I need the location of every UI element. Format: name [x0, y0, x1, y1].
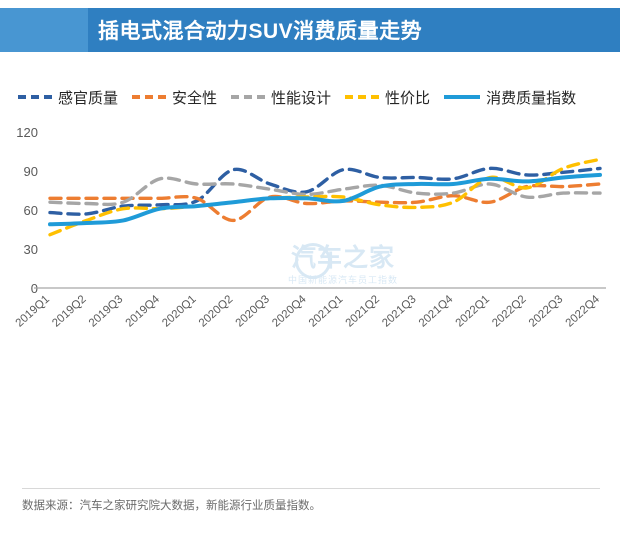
legend-label: 性能设计 [271, 89, 332, 107]
x-tick-label: 2019Q2 [50, 293, 88, 329]
chart-legend: 感官质量 安全性 性能设计 性价比 消费质量指数 [18, 80, 612, 114]
x-tick-label: 2019Q4 [124, 293, 163, 330]
x-tick-label: 2022Q3 [527, 293, 565, 329]
chart-plot-area: 03060901202019Q12019Q22019Q32019Q42020Q1… [0, 118, 620, 418]
series-line [48, 182, 602, 223]
x-tick-label: 2021Q1 [307, 293, 345, 329]
legend-label: 安全性 [172, 89, 218, 107]
legend-label: 消费质量指数 [486, 89, 577, 107]
x-tick-label: 2021Q3 [380, 293, 418, 329]
series-line [48, 166, 602, 216]
series-line [48, 176, 602, 207]
x-tick-label: 2022Q4 [564, 293, 603, 330]
legend-item[interactable]: 安全性 [132, 87, 217, 108]
y-tick-label: 60 [24, 203, 38, 218]
legend-label: 感官质量 [58, 89, 119, 107]
x-tick-label: 2020Q4 [270, 293, 309, 330]
legend-swatch-icon [18, 95, 52, 99]
legend-swatch-icon [444, 95, 481, 99]
x-tick-label: 2020Q1 [160, 293, 198, 329]
x-tick-label: 2020Q3 [234, 293, 272, 329]
page-title: 插电式混合动力SUV消费质量走势 [98, 20, 423, 43]
legend-label: 性价比 [385, 89, 431, 107]
legend-swatch-icon [345, 95, 380, 99]
legend-item[interactable]: 性价比 [345, 87, 430, 108]
legend-item[interactable]: 消费质量指数 [444, 87, 576, 108]
chart-title-bar: 插电式混合动力SUV消费质量走势 [0, 8, 620, 52]
x-tick-label: 2021Q4 [417, 293, 456, 330]
legend-item[interactable]: 感官质量 [18, 87, 118, 108]
legend-swatch-icon [231, 95, 266, 99]
legend-swatch-icon [132, 95, 167, 99]
y-tick-label: 120 [16, 125, 38, 140]
x-tick-label: 2019Q3 [87, 293, 125, 329]
source-note: 数据来源：汽车之家研究院大数据，新能源行业质量指数。 [22, 500, 321, 512]
x-tick-label: 2022Q1 [454, 293, 492, 329]
x-tick-label: 2022Q2 [490, 293, 528, 329]
legend-item[interactable]: 性能设计 [231, 87, 331, 108]
series-line [48, 157, 602, 237]
series-line [48, 172, 602, 227]
x-tick-label: 2021Q2 [344, 293, 382, 329]
y-tick-label: 30 [24, 242, 38, 257]
y-tick-label: 90 [24, 164, 38, 179]
x-tick-label: 2019Q1 [14, 293, 52, 329]
line-chart: 03060901202019Q12019Q22019Q32019Q42020Q1… [14, 125, 606, 330]
x-tick-label: 2020Q2 [197, 293, 235, 329]
title-accent-block [0, 8, 88, 52]
footer-divider [22, 488, 600, 489]
